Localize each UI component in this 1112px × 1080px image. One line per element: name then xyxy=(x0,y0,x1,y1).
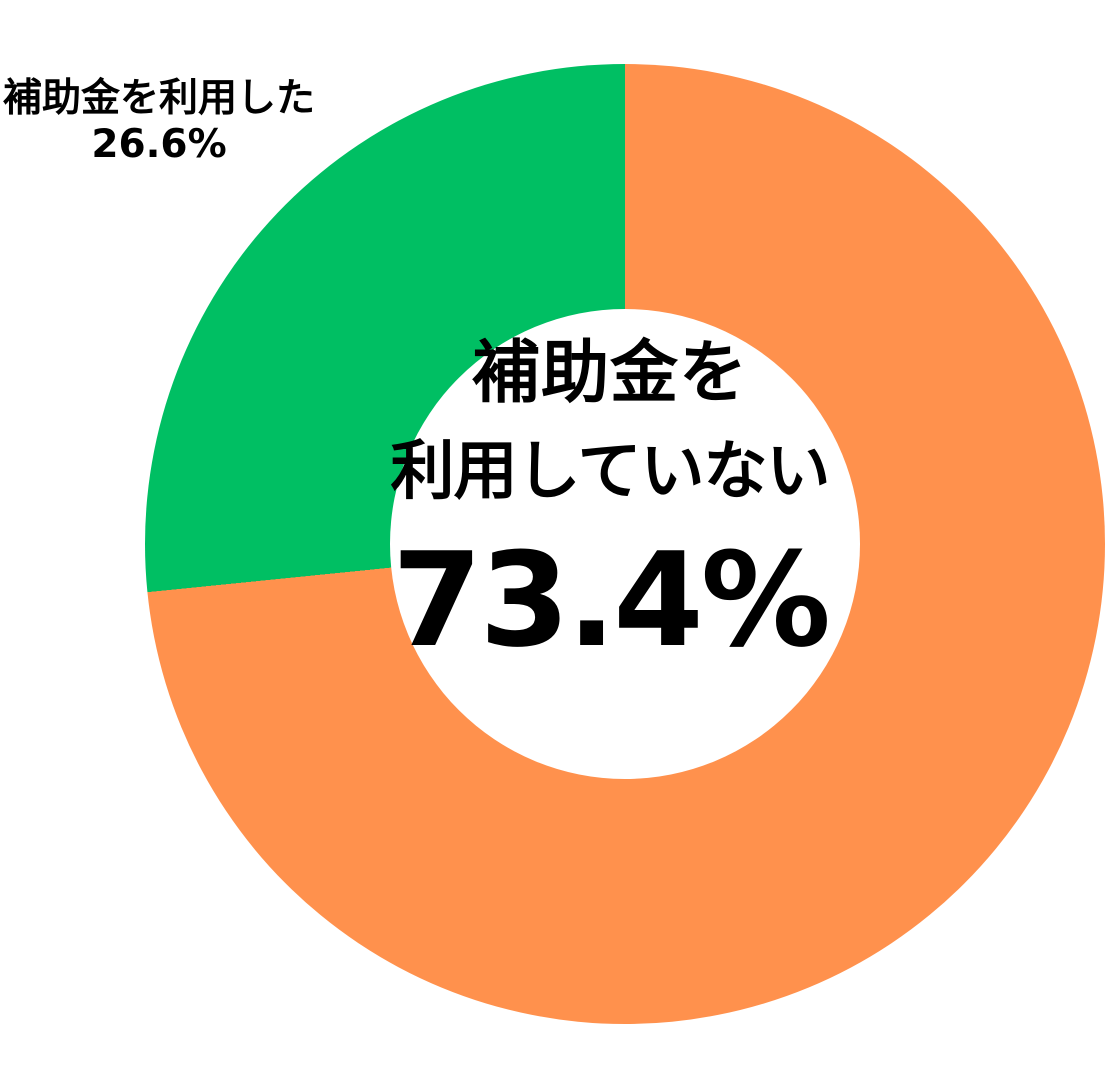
callout-label: 補助金を利用した 26.6% xyxy=(0,76,318,168)
donut-hole xyxy=(390,309,860,779)
center-label-line1: 補助金を xyxy=(471,334,748,413)
center-label-percent: 73.4% xyxy=(391,523,831,676)
center-label-line2: 利用していない xyxy=(390,435,830,510)
center-label: 補助金を 利用していない 73.4% xyxy=(310,338,910,665)
callout-label-text: 補助金を利用した xyxy=(2,76,315,121)
callout-label-percent: 26.6% xyxy=(91,122,227,168)
